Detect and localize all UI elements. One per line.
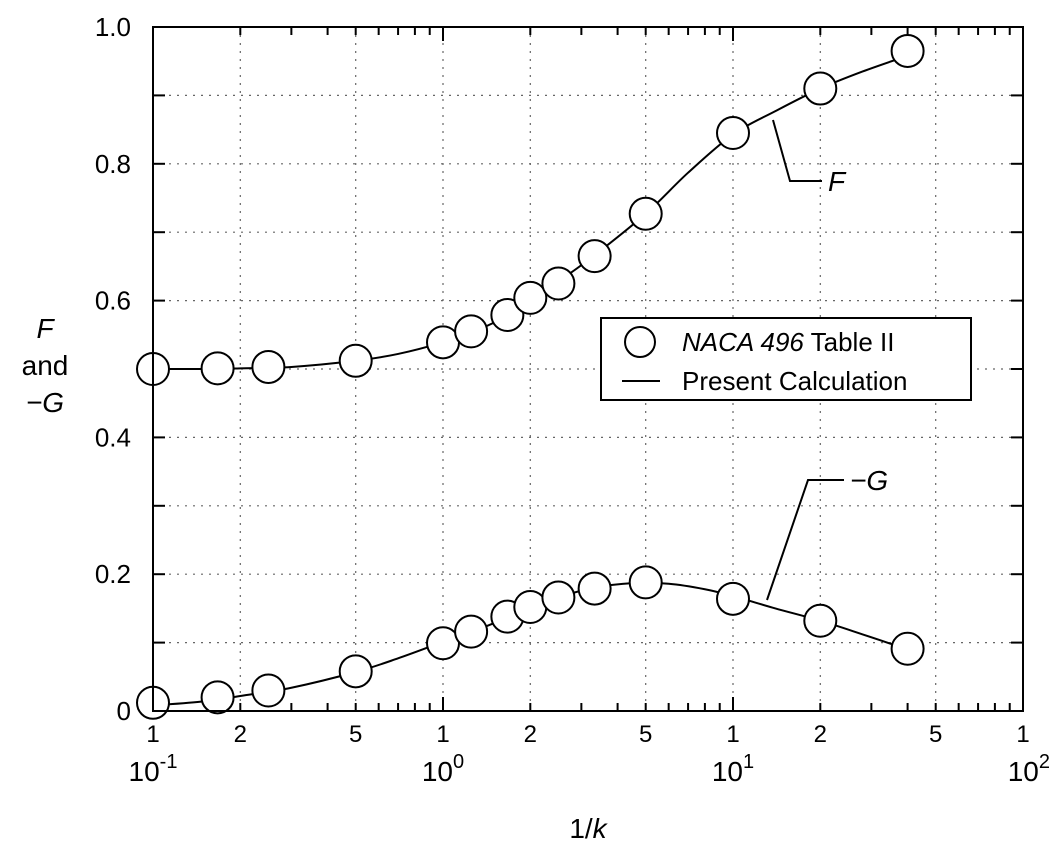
data-point-f	[716, 116, 750, 151]
axis-ticks	[153, 27, 1023, 711]
legend: NACA 496 Table II Present Calculation	[600, 317, 972, 401]
x-decade-label: 102	[1008, 751, 1050, 787]
y-tick-label: 0.6	[95, 286, 131, 316]
y-tick-labels: 0 0.2 0.4 0.6 0.8 1.0	[95, 12, 131, 726]
x-decade-label-base: 10	[712, 756, 743, 787]
y-tick-label: 0.2	[95, 559, 131, 589]
x-axis-label-variable: k	[593, 813, 609, 844]
annotation-g-leader	[766, 479, 844, 601]
x-decade-label: 100	[422, 751, 464, 787]
x-tick-label: 1	[436, 721, 449, 748]
y-tick-label: 1.0	[95, 12, 131, 42]
data-point-f	[577, 239, 612, 274]
legend-entry-1: NACA 496 Table II	[682, 327, 894, 357]
annotation-f: F	[772, 119, 847, 197]
data-point-minus-g	[803, 603, 838, 638]
x-tick-label: 1	[146, 721, 159, 748]
legend-entry-1-rest: Table II	[804, 327, 895, 357]
plot-frame	[152, 26, 1024, 712]
x-decade-label-exponent: -1	[160, 751, 178, 773]
data-point-f	[628, 196, 663, 231]
data-point-minus-g	[251, 673, 286, 708]
x-decade-label-exponent: 1	[743, 751, 754, 773]
legend-box	[600, 317, 972, 401]
x-decade-label: 101	[712, 751, 754, 787]
series-points	[136, 33, 925, 720]
data-point-f	[490, 297, 525, 332]
legend-entry-1-source: NACA 496	[682, 327, 804, 357]
annotation-g-label: −G	[850, 465, 888, 496]
x-axis-label: 1/k	[569, 813, 608, 844]
annotation-f-label: F	[828, 166, 847, 197]
data-point-f	[251, 349, 286, 384]
data-point-minus-g	[577, 571, 612, 606]
annotation-g: −G	[766, 465, 888, 601]
x-tick-label: 5	[929, 721, 942, 748]
x-tick-label: 5	[639, 721, 652, 748]
data-point-f	[541, 266, 576, 301]
x-decade-label-base: 10	[129, 756, 160, 787]
data-point-minus-g	[200, 680, 235, 715]
y-axis-label-line-2: and	[22, 350, 69, 381]
x-decade-label: 10-1	[129, 751, 178, 787]
legend-circle-marker	[624, 326, 656, 358]
data-point-f	[513, 280, 548, 315]
data-point-minus-g	[628, 565, 663, 600]
data-point-f	[338, 343, 373, 378]
y-tick-label: 0	[117, 696, 131, 726]
data-point-minus-g	[716, 581, 750, 616]
y-axis-label-line-1: F	[36, 313, 55, 344]
data-point-minus-g	[338, 654, 373, 689]
data-point-f	[803, 71, 838, 106]
data-point-f	[200, 351, 235, 386]
x-tick-label: 2	[814, 721, 827, 748]
data-point-f	[454, 314, 489, 349]
y-tick-label: 0.8	[95, 149, 131, 179]
x-decade-label-base: 10	[1008, 756, 1039, 787]
y-tick-label: 0.4	[95, 422, 131, 452]
data-point-f	[890, 33, 925, 68]
y-axis-label-line-3: −G	[26, 387, 64, 418]
x-axis-label-prefix: 1/	[569, 813, 593, 844]
x-tick-label: 1	[1016, 721, 1029, 748]
x-tick-label: 2	[234, 721, 247, 748]
x-tick-labels: 1 2 5 1 2 5 1 2 5 110-1 100 101 102	[129, 721, 1050, 787]
legend-entry-2: Present Calculation	[682, 366, 907, 396]
x-tick-label: 1	[726, 721, 739, 748]
data-point-minus-g	[890, 631, 925, 666]
x-decade-label-base: 10	[422, 756, 453, 787]
x-decade-label-exponent: 0	[453, 751, 464, 773]
x-decade-label-exponent: 2	[1039, 751, 1050, 773]
annotation-f-leader	[772, 119, 822, 182]
data-point-minus-g	[454, 614, 489, 649]
x-tick-label: 5	[349, 721, 362, 748]
data-point-minus-g	[541, 580, 576, 615]
x-tick-label: 2	[524, 721, 537, 748]
